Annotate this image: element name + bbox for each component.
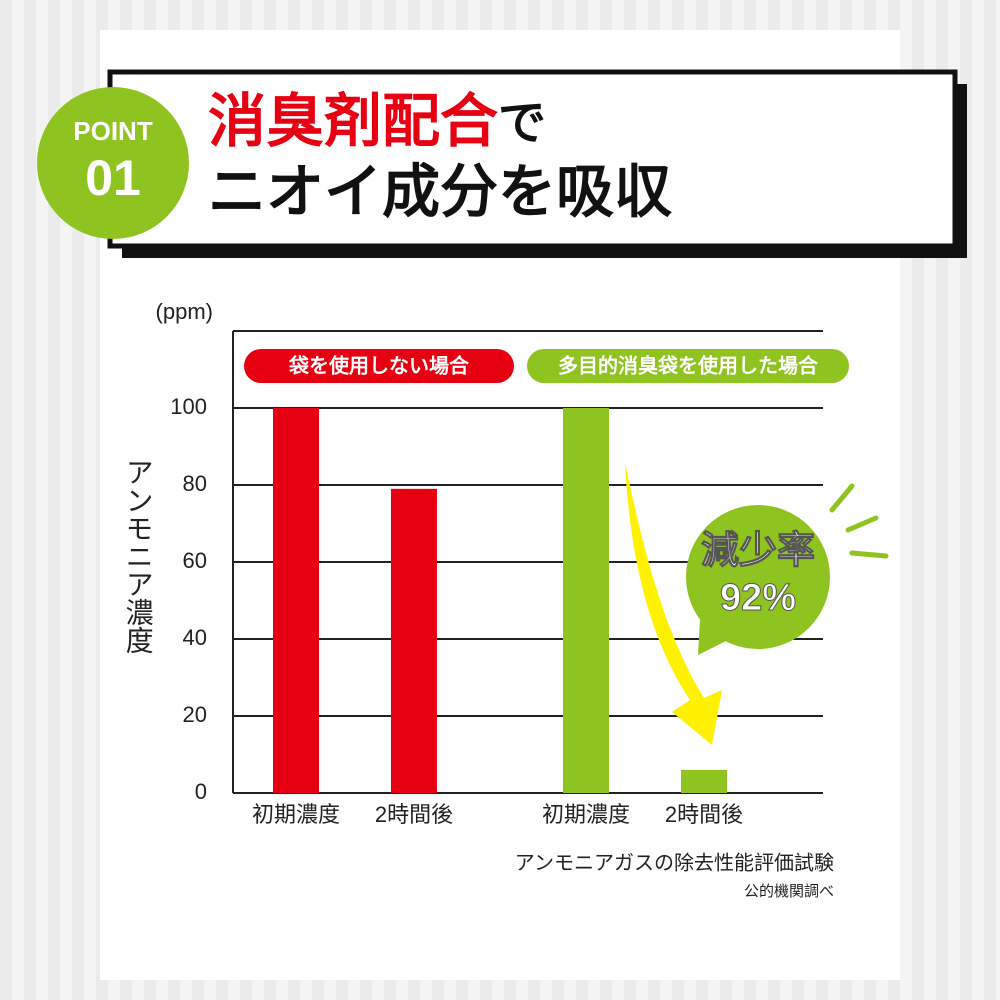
x-tick-label: 初期濃度 <box>252 802 340 827</box>
title-line2: ニオイ成分を吸収 <box>208 159 672 224</box>
badge <box>37 87 189 239</box>
callout <box>686 505 830 649</box>
title-highlight: 消臭剤配合 <box>208 89 498 154</box>
title-line1: 消臭剤配合で <box>208 89 546 154</box>
y-tick-label: 40 <box>183 625 207 650</box>
badge-num: 01 <box>85 150 141 206</box>
legend-pill <box>244 349 514 383</box>
y-axis-label: アンモニア濃度 <box>123 458 154 654</box>
y-tick-label: 20 <box>183 702 207 727</box>
x-tick-label: 初期濃度 <box>542 802 630 827</box>
title-rest: で <box>498 97 546 150</box>
callout-tail <box>698 620 728 655</box>
note: 公的機関調べ <box>744 883 834 900</box>
x-tick-label: 2時間後 <box>665 802 743 827</box>
callout-value: 92% <box>720 577 796 619</box>
y-tick-label: 80 <box>183 471 207 496</box>
y-tick-label: 0 <box>195 779 207 804</box>
legend-label: 多目的消臭袋を使用した場合 <box>558 353 819 377</box>
bar <box>563 408 609 793</box>
bar <box>273 408 319 793</box>
bar <box>681 769 727 793</box>
header-box <box>107 69 958 249</box>
legend-pill <box>527 349 849 383</box>
arrow <box>625 462 722 745</box>
unit-label: (ppm) <box>156 299 213 324</box>
callout-label: 減少率 <box>701 530 815 572</box>
badge-top: POINT <box>73 116 153 146</box>
rays <box>829 483 889 559</box>
bar <box>391 488 437 793</box>
source: アンモニアガスの除去性能評価試験 <box>515 851 834 874</box>
legend-label: 袋を使用しない場合 <box>288 353 470 377</box>
y-tick-label: 60 <box>183 548 207 573</box>
x-tick-label: 2時間後 <box>375 802 453 827</box>
y-tick-label: 100 <box>170 394 207 419</box>
